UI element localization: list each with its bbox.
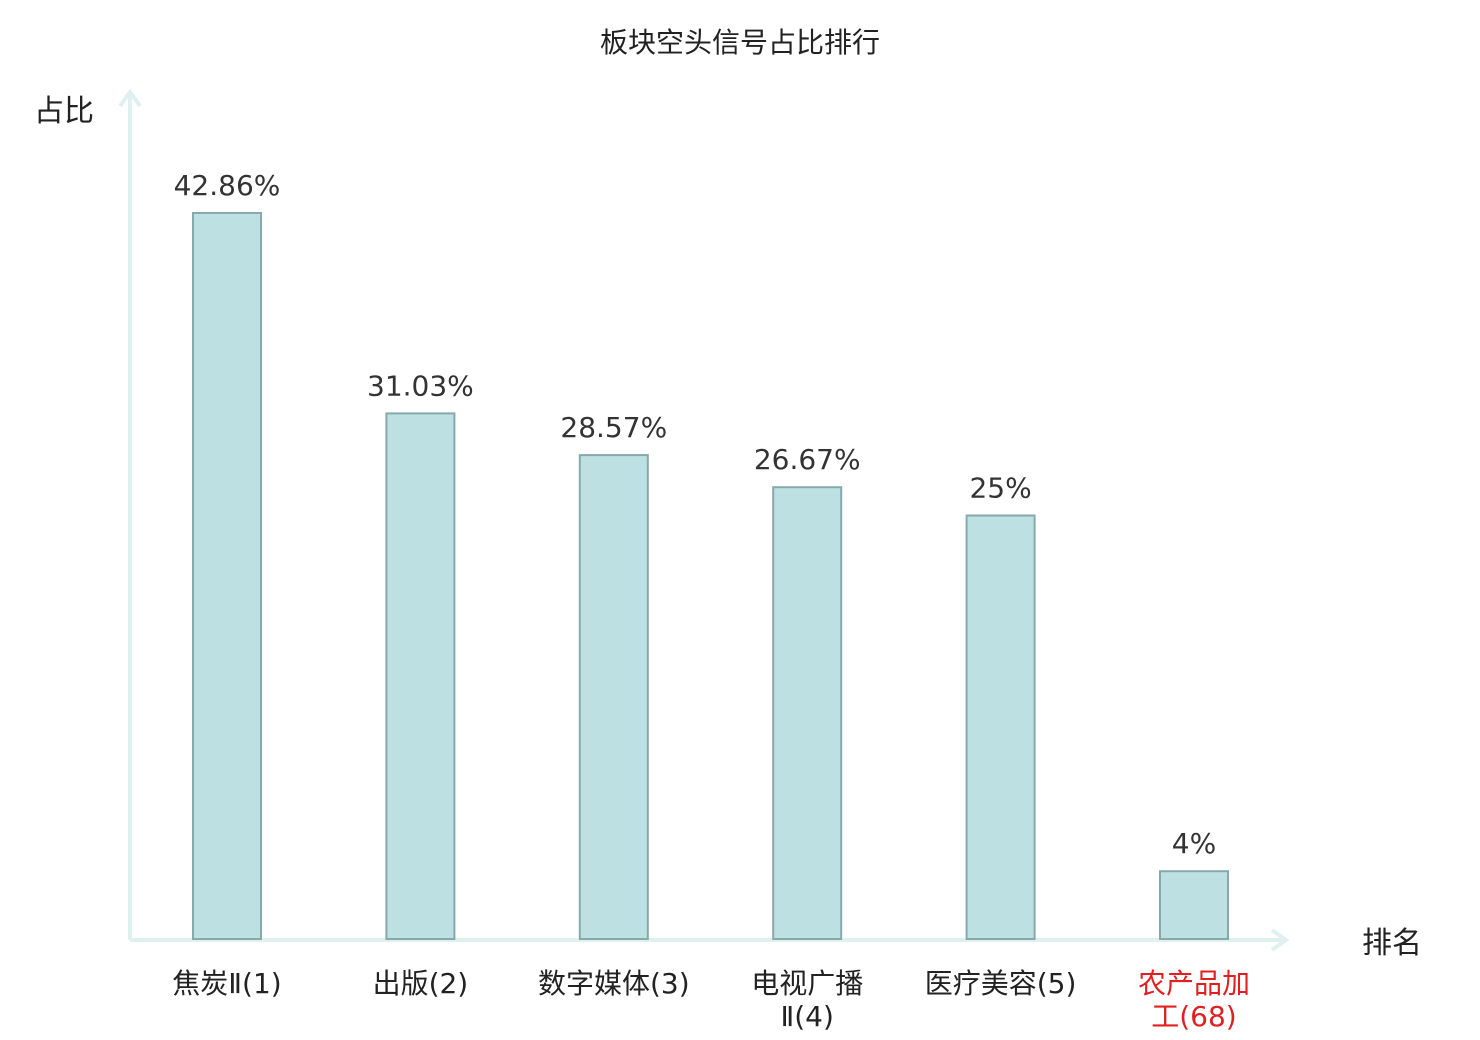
value-labels: 42.86% 31.03% 28.57% 26.67% 25% 4% <box>174 169 1217 860</box>
category-label: 焦炭Ⅱ(1) <box>172 967 281 1000</box>
category-labels: 焦炭Ⅱ(1) 出版(2) 数字媒体(3) 电视广播 Ⅱ(4) 医疗美容(5) 农产品加工(6… <box>172 967 1250 1033</box>
category-label-line: 焦炭Ⅱ(1) <box>172 967 281 1000</box>
value-label: 31.03% <box>367 369 474 402</box>
x-axis-arrow-icon <box>1270 928 1290 952</box>
category-label-line: Ⅱ(4) <box>780 1000 833 1033</box>
category-label-line: 数字媒体(3) <box>538 967 690 1000</box>
category-label: 医疗美容(5) <box>925 967 1077 1000</box>
category-label-line: 农产品加 <box>1138 967 1250 1000</box>
bar <box>578 454 649 940</box>
bar <box>1159 870 1229 941</box>
bar <box>965 514 1036 940</box>
value-label: 4% <box>1172 827 1216 860</box>
value-label: 28.57% <box>560 411 667 444</box>
bar <box>385 412 456 940</box>
value-label: 42.86% <box>174 169 281 202</box>
category-label: 农产品加工(68) <box>1138 967 1250 1033</box>
chart-title: 板块空头信号占比排行 <box>600 26 880 59</box>
category-label-line: 出版(2) <box>373 967 469 1000</box>
axes <box>118 88 1290 952</box>
y-axis-label: 占比 <box>34 94 94 129</box>
bars <box>192 212 1229 941</box>
y-axis-arrow-icon <box>118 88 142 108</box>
category-label: 出版(2) <box>373 967 469 1000</box>
category-label-line: 电视广播 <box>751 967 863 1000</box>
value-label: 26.67% <box>754 443 861 476</box>
category-label: 数字媒体(3) <box>538 967 690 1000</box>
bar <box>192 212 262 940</box>
x-axis-label: 排名 <box>1362 926 1422 961</box>
bar <box>772 486 843 940</box>
category-label-line: 医疗美容(5) <box>925 967 1077 1000</box>
value-label: 25% <box>969 472 1031 505</box>
category-label: 电视广播 Ⅱ(4) <box>751 967 863 1033</box>
category-label-line: 工(68) <box>1151 1000 1236 1033</box>
